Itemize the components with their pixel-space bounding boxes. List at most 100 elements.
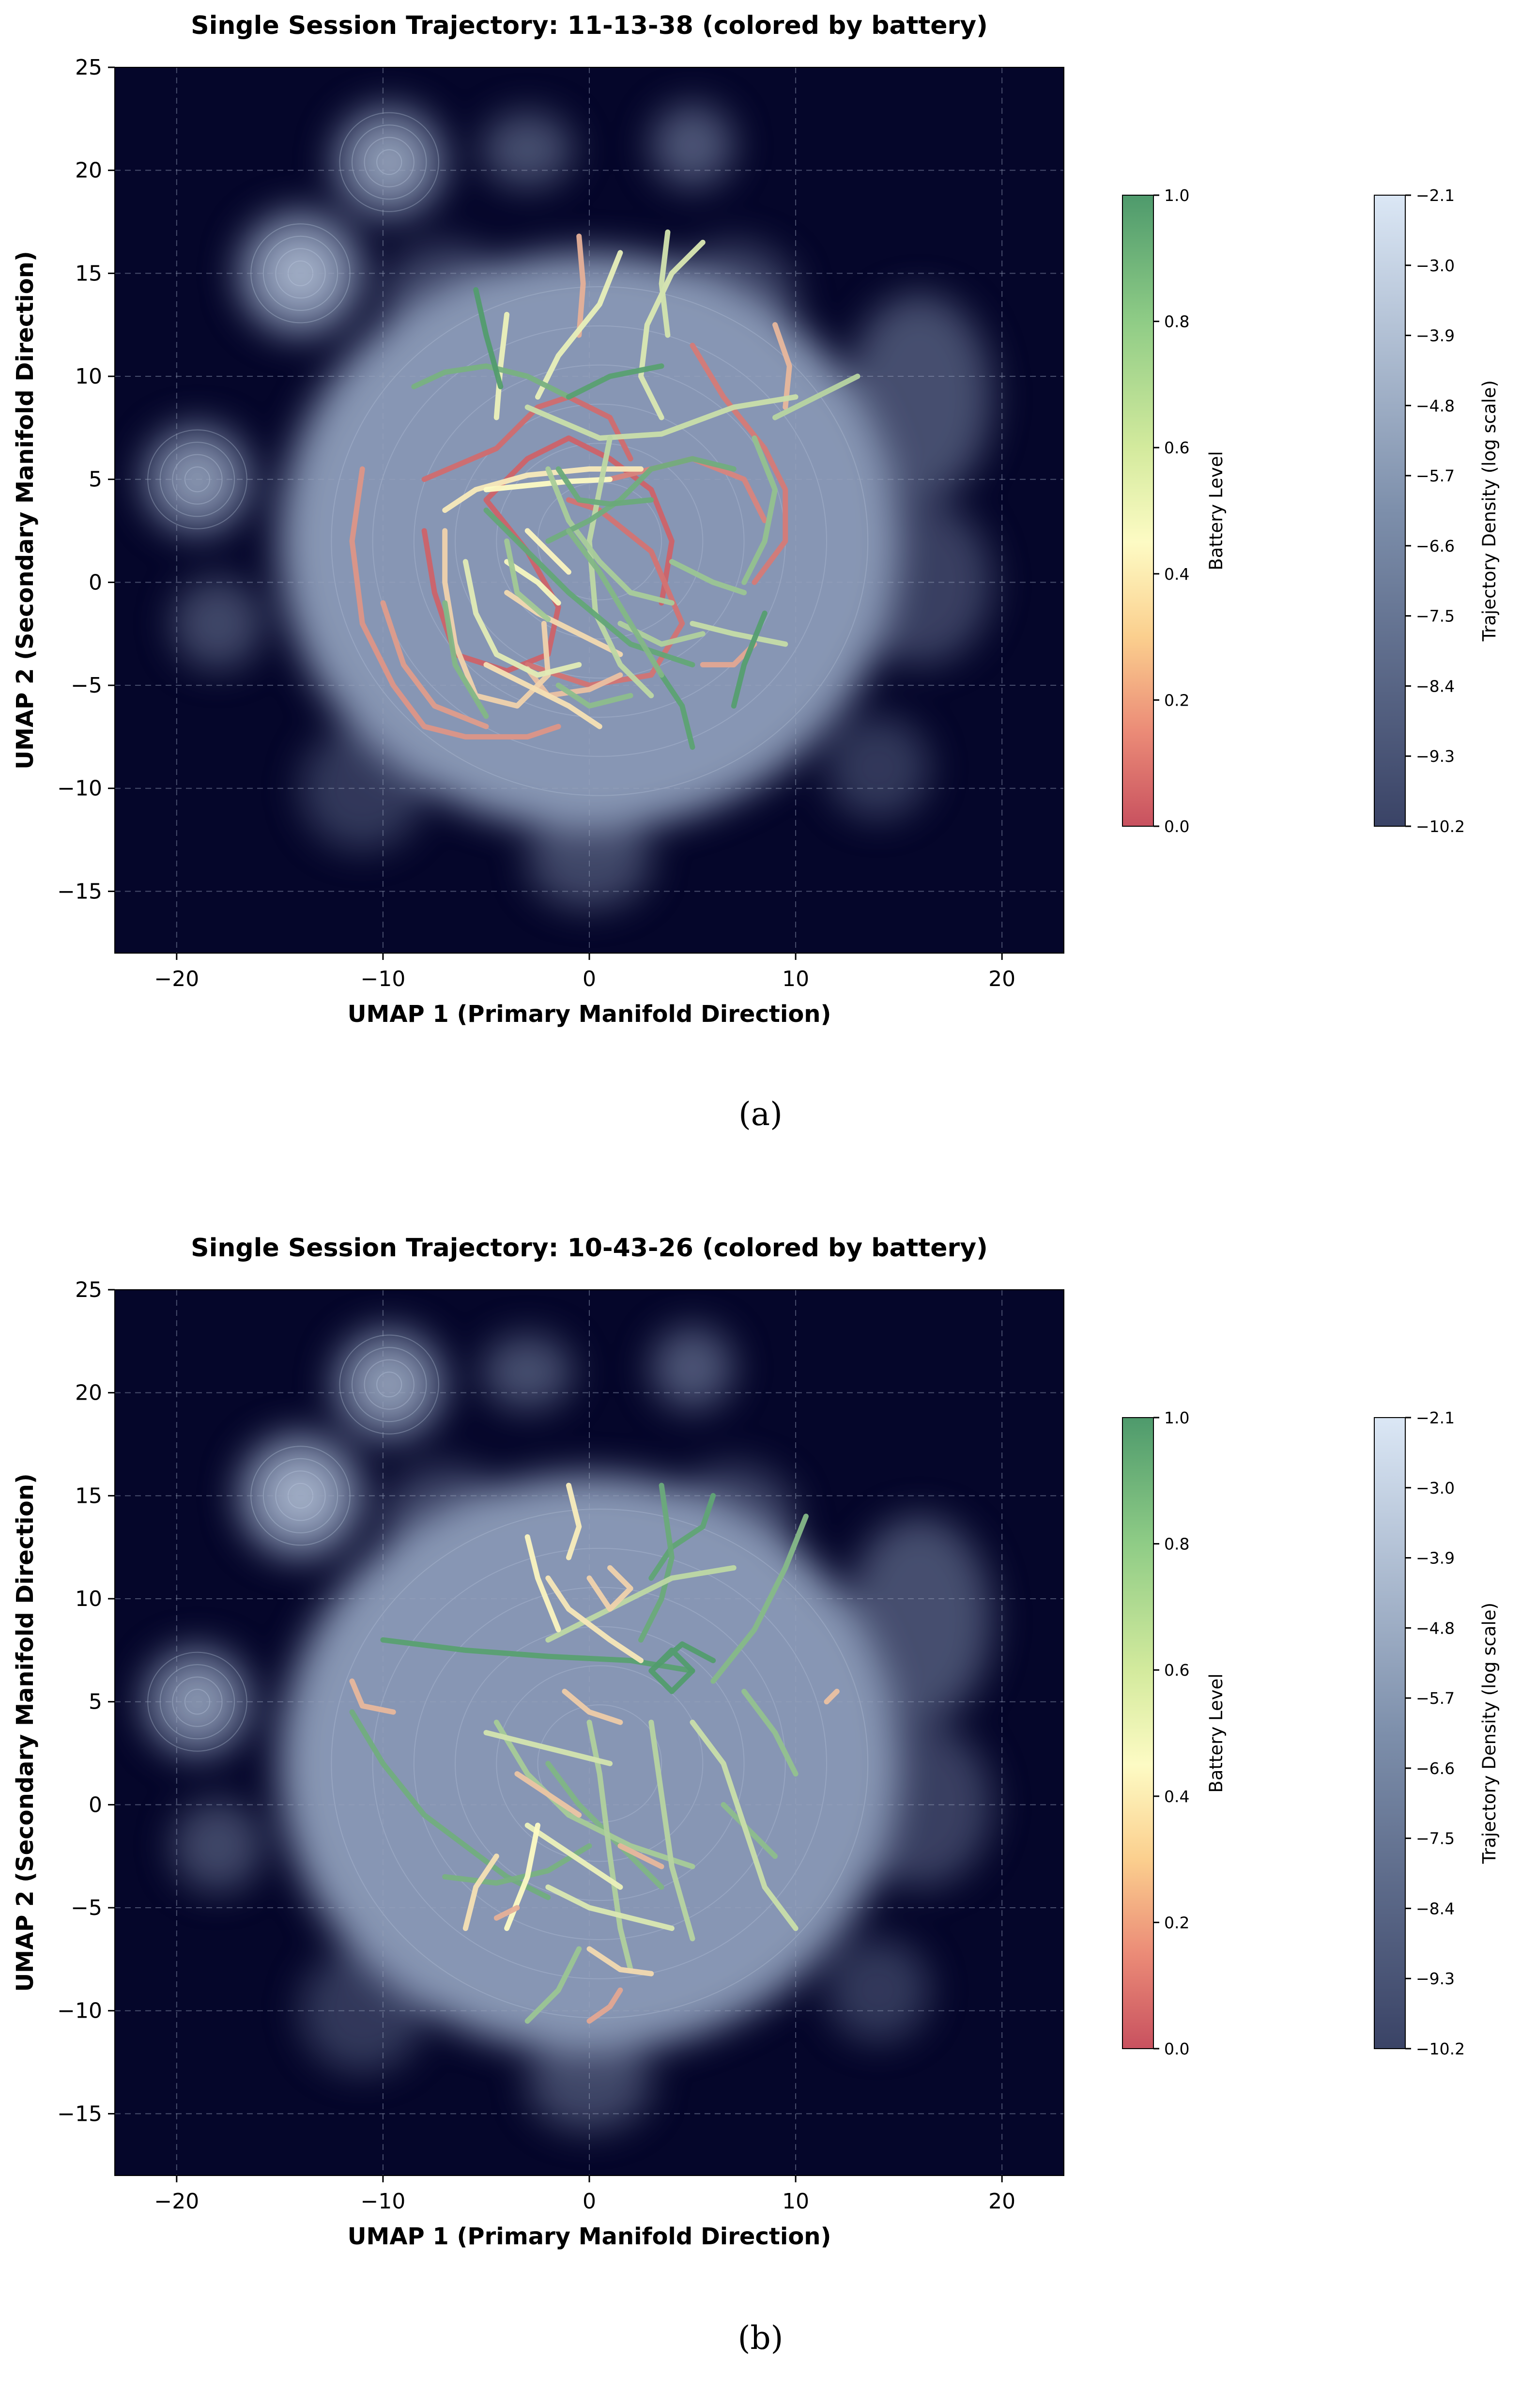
- trajectory-segment: [524, 497, 685, 688]
- trajectory-segment: [545, 466, 675, 606]
- density-blob: [383, 1465, 507, 1568]
- trajectory-segment: [380, 600, 489, 729]
- density-peak: [176, 459, 218, 500]
- colorbar-tick-label: 0.0: [1164, 2039, 1189, 2058]
- trajectory-segment: [741, 435, 778, 585]
- trajectory-segment: [483, 477, 613, 493]
- colorbar-tick-label: −2.1: [1416, 1408, 1455, 1427]
- trajectory-segment: [586, 1946, 654, 1976]
- y-tick-label: 15: [75, 261, 102, 286]
- density-colorbar: [1374, 1417, 1406, 2049]
- trajectory-segment: [772, 373, 860, 420]
- colorbar-tick-label: −9.3: [1416, 1969, 1455, 1988]
- density-contour: [352, 1347, 427, 1422]
- density-layer: [143, 1327, 992, 2130]
- y-axis-label: UMAP 2 (Secondary Manifold Direction): [12, 1473, 39, 1992]
- density-contour: [331, 1508, 869, 2019]
- x-tick-label: 20: [988, 2189, 1015, 2214]
- trajectory-segment: [555, 466, 654, 507]
- density-blob: [651, 104, 734, 187]
- chart-b: Single Session Trajectory: 10-43-26 (col…: [12, 1234, 1500, 2250]
- trajectory-segment: [741, 1688, 799, 1777]
- colorbar-tick-label: −4.8: [1416, 1619, 1455, 1637]
- density-blob: [847, 500, 992, 665]
- density-contour: [287, 1482, 314, 1509]
- density-contour: [159, 442, 235, 517]
- density-blob: [383, 242, 507, 346]
- density-blob: [172, 578, 263, 669]
- chart-a: Single Session Trajectory: 11-13-38 (col…: [12, 11, 1500, 1028]
- y-axis-label: UMAP 2 (Secondary Manifold Direction): [12, 251, 39, 770]
- battery-colorbar: [1122, 195, 1154, 827]
- density-contour: [184, 1689, 211, 1715]
- density-contour: [262, 1458, 338, 1533]
- x-tick-label: −10: [360, 2189, 405, 2214]
- density-peak: [276, 1471, 325, 1521]
- trajectory-segment: [411, 363, 571, 400]
- trajectory-segment: [566, 528, 664, 678]
- trajectory-segment: [659, 229, 671, 338]
- density-contour: [172, 1676, 223, 1727]
- trajectory-segment: [545, 1575, 644, 1664]
- y-tick-label: 20: [75, 158, 102, 183]
- trajectory-segment: [421, 435, 675, 674]
- colorbar-tick-label: −2.1: [1416, 186, 1455, 205]
- trajectory-segment: [380, 1637, 695, 1674]
- trajectory-segment: [555, 682, 633, 709]
- trajectory-segment: [524, 1534, 561, 1633]
- y-tick-label: 15: [75, 1483, 102, 1508]
- colorbar-tick-label: −7.5: [1416, 607, 1455, 626]
- colorbar-tick-label: −5.7: [1416, 466, 1455, 485]
- y-tick-label: 25: [75, 55, 102, 80]
- trajectory-segment: [473, 287, 504, 389]
- y-tick-label: 0: [89, 570, 102, 595]
- density-blob: [172, 1800, 263, 1892]
- density-blob: [300, 1949, 425, 2073]
- trajectory-segment: [493, 1719, 695, 1869]
- y-tick-label: 25: [75, 1278, 102, 1302]
- colorbar-tick-label: −3.0: [1416, 1479, 1455, 1497]
- trajectory-segment: [421, 394, 633, 482]
- density-contour: [455, 403, 745, 679]
- density-blob: [827, 716, 930, 819]
- trajectory-segment: [562, 1688, 623, 1725]
- trajectory-segment: [772, 322, 792, 410]
- density-blob: [847, 1516, 992, 1723]
- trajectory-segment: [504, 559, 561, 606]
- trajectory-segment: [648, 1641, 716, 1694]
- chart-title: Single Session Trajectory: 11-13-38 (col…: [191, 11, 988, 40]
- grid: [115, 1290, 1064, 2176]
- colorbar-label: Trajectory Density (log scale): [1479, 1603, 1500, 1864]
- colorbar-tick-label: 0.0: [1164, 817, 1189, 836]
- trajectory-layer: [349, 229, 860, 750]
- colorbar-tick-label: −6.6: [1416, 537, 1455, 556]
- y-tick-label: −5: [71, 673, 102, 698]
- x-axis-label: UMAP 1 (Primary Manifold Direction): [348, 2223, 831, 2250]
- trajectory-segment: [586, 1565, 633, 1612]
- trajectory-segment: [524, 528, 571, 575]
- trajectory-segment: [462, 559, 582, 678]
- trajectory-segment: [731, 610, 768, 709]
- colorbar-tick-label: −10.2: [1416, 2039, 1465, 2058]
- colorbar-tick-label: −7.5: [1416, 1829, 1455, 1848]
- density-contour: [364, 1359, 415, 1410]
- trajectory-segment: [349, 1678, 396, 1715]
- density-contour: [184, 466, 211, 493]
- trajectory-segment: [545, 456, 737, 544]
- density-contour: [413, 1587, 786, 1940]
- y-tick-label: −10: [57, 776, 102, 801]
- trajectory-segment: [483, 1730, 613, 1766]
- trajectory-segment: [442, 1843, 592, 1886]
- density-contour: [352, 124, 427, 200]
- trajectory-segment: [690, 620, 788, 647]
- y-tick-label: 20: [75, 1381, 102, 1405]
- trajectory-segment: [617, 1843, 664, 1869]
- trajectory-segment: [648, 1493, 716, 1581]
- colorbar-tick-label: −4.8: [1416, 396, 1455, 415]
- trajectory-layer: [349, 1482, 840, 2024]
- x-tick-label: 0: [583, 967, 596, 991]
- x-tick-label: 10: [782, 967, 809, 991]
- trajectory-segment: [524, 394, 799, 441]
- y-tick-label: 5: [89, 467, 102, 492]
- panel-a: Single Session Trajectory: 11-13-38 (col…: [0, 0, 1521, 1186]
